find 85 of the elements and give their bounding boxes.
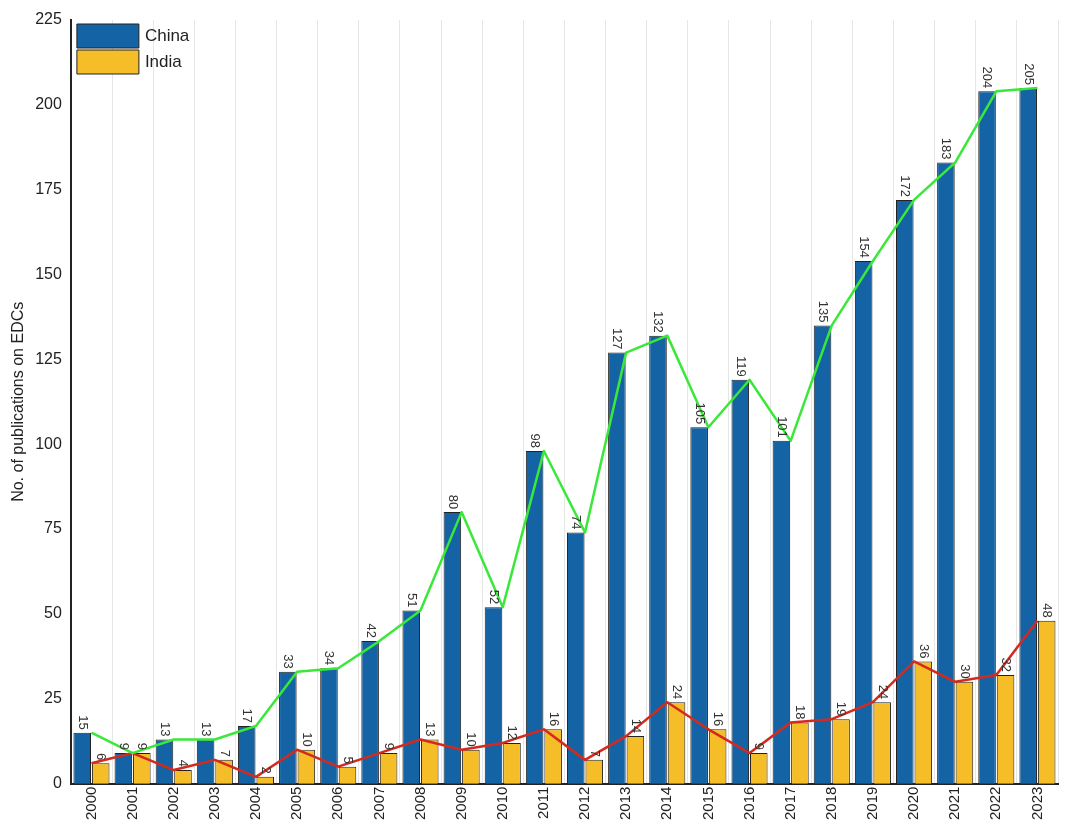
x-tick-label: 2009 <box>451 786 469 821</box>
data-label: 17 <box>240 708 256 723</box>
data-label: 9 <box>752 742 768 751</box>
data-label: 105 <box>692 402 708 425</box>
data-label: 7 <box>217 749 233 757</box>
data-label: 205 <box>1021 63 1037 85</box>
data-label: 24 <box>875 684 891 700</box>
x-tick-label: 2014 <box>657 786 675 821</box>
y-tick-label: 75 <box>44 519 62 537</box>
data-label: 172 <box>898 175 914 197</box>
data-label: 4 <box>176 759 192 768</box>
data-label: 32 <box>998 657 1014 673</box>
x-tick-label: 2019 <box>863 786 881 821</box>
data-label: 52 <box>486 589 502 605</box>
data-label: 9 <box>382 742 398 751</box>
x-tick-label: 2022 <box>986 786 1004 821</box>
data-label: 135 <box>815 300 831 323</box>
x-tick-label: 2001 <box>122 786 140 821</box>
y-tick-label: 200 <box>35 95 62 113</box>
x-tick-label: 2017 <box>780 786 798 821</box>
data-label: 19 <box>834 701 850 717</box>
x-tick-label: 2021 <box>945 786 963 821</box>
x-tick-label: 2002 <box>163 786 181 821</box>
x-tick-label: 2008 <box>410 786 428 821</box>
data-label: 16 <box>711 711 727 727</box>
x-tick-label: 2004 <box>246 786 264 821</box>
x-tick-label: 2000 <box>81 786 99 821</box>
data-label: 10 <box>299 732 315 747</box>
x-tick-label: 2020 <box>904 786 922 821</box>
data-label: 13 <box>157 722 173 737</box>
y-tick-label: 225 <box>35 10 62 28</box>
y-tick-label: 100 <box>35 434 62 452</box>
x-tick-label: 2023 <box>1027 786 1045 821</box>
x-tick-label: 2012 <box>575 786 593 821</box>
data-label: 13 <box>423 722 439 737</box>
y-tick-label: 125 <box>35 349 62 367</box>
legend-label: India <box>144 51 183 71</box>
data-label: 24 <box>669 684 685 700</box>
data-label: 2 <box>258 766 274 774</box>
data-label: 48 <box>1040 603 1056 618</box>
data-label: 12 <box>505 725 521 740</box>
y-axis-title: No. of publications on EDCs <box>9 301 27 502</box>
data-label: 34 <box>322 650 338 666</box>
data-label: 127 <box>610 327 626 350</box>
legend-label: China <box>144 25 190 45</box>
x-tick-label: 2010 <box>492 786 510 821</box>
x-tick-label: 2015 <box>698 786 716 821</box>
x-tick-label: 2007 <box>369 786 387 821</box>
data-label: 80 <box>445 494 461 510</box>
x-tick-label: 2013 <box>616 786 634 821</box>
data-label: 98 <box>528 433 544 449</box>
data-label: 33 <box>281 654 297 669</box>
y-tick-label: 150 <box>35 264 62 282</box>
data-label: 9 <box>116 742 132 751</box>
data-label: 14 <box>628 718 644 734</box>
x-tick-label: 2016 <box>739 786 757 821</box>
data-label: 16 <box>546 711 562 727</box>
data-label: 74 <box>569 515 585 530</box>
x-tick-label: 2006 <box>328 786 346 821</box>
data-label: 204 <box>980 66 996 89</box>
data-label: 18 <box>793 705 809 720</box>
data-label: 36 <box>916 643 932 659</box>
data-label: 5 <box>340 756 356 764</box>
y-tick-label: 50 <box>44 604 62 622</box>
x-tick-label: 2018 <box>821 786 839 821</box>
data-label: 51 <box>404 593 420 608</box>
data-label: 13 <box>199 722 215 737</box>
data-label: 30 <box>957 664 973 679</box>
data-label: 7 <box>587 749 603 757</box>
x-tick-label: 2011 <box>534 786 552 819</box>
data-label: 119 <box>733 356 749 377</box>
data-label: 10 <box>464 732 480 747</box>
y-tick-label: 175 <box>35 180 62 198</box>
data-label: 42 <box>363 623 379 639</box>
data-label: 183 <box>939 137 955 160</box>
data-label: 9 <box>135 742 151 751</box>
data-label: 6 <box>94 753 110 761</box>
data-label: 154 <box>857 236 873 258</box>
data-label: 101 <box>774 416 790 438</box>
y-tick-label: 25 <box>44 689 62 707</box>
x-tick-label: 2003 <box>204 786 222 821</box>
x-tick-label: 2005 <box>287 786 305 821</box>
y-tick-label: 0 <box>52 774 62 792</box>
data-label: 132 <box>651 310 667 333</box>
data-label: 15 <box>75 715 91 730</box>
